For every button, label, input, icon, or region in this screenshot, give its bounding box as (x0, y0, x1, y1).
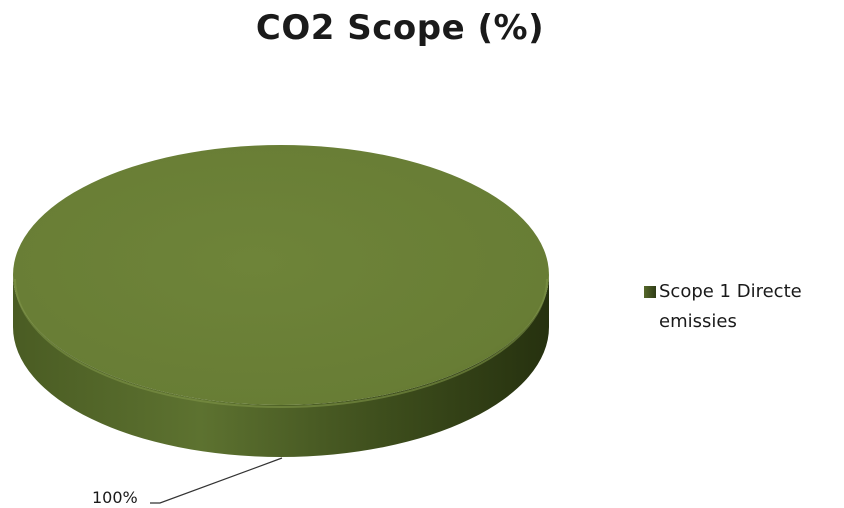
leader-line (150, 457, 283, 504)
pie-slice-side-scope-1-directe-emissies (13, 275, 549, 457)
legend-entry-scope-1-directe-emissies: Scope 1 Directe emissies (644, 277, 844, 337)
legend-label: Scope 1 Directe emissies (659, 281, 802, 332)
legend-swatch (644, 286, 656, 298)
pie-slice-scope-1-directe-emissies (13, 145, 549, 405)
chart-title: CO2 Scope (%) (255, 8, 545, 48)
data-label-scope-1: 100% (92, 488, 138, 507)
pie-rim-highlight (14, 278, 548, 408)
legend: Scope 1 Directe emissies (644, 277, 844, 337)
